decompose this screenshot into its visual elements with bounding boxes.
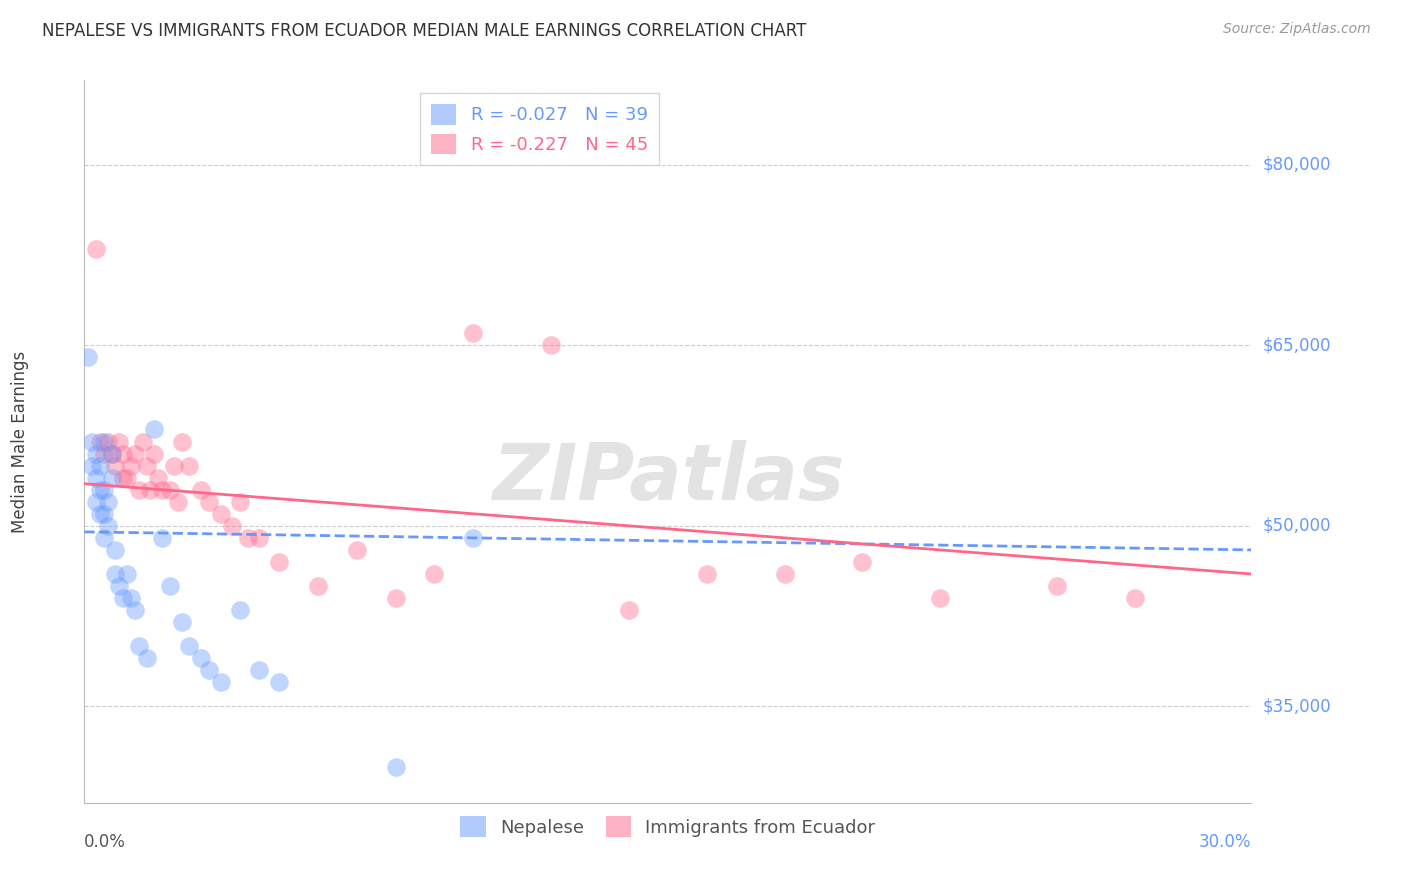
Point xyxy=(423,567,446,582)
Point xyxy=(170,434,193,449)
Point xyxy=(346,542,368,557)
Point xyxy=(100,446,122,460)
Point xyxy=(112,591,135,606)
Point xyxy=(104,458,127,473)
Point xyxy=(179,639,201,653)
Point xyxy=(93,483,115,497)
Point xyxy=(190,483,212,497)
Point xyxy=(170,615,193,630)
Text: ZIPatlas: ZIPatlas xyxy=(492,440,844,516)
Point xyxy=(384,591,406,606)
Point xyxy=(89,434,111,449)
Point xyxy=(236,531,259,545)
Point xyxy=(97,434,120,449)
Point xyxy=(82,458,104,473)
Point xyxy=(540,338,562,352)
Point xyxy=(120,591,142,606)
Point xyxy=(135,651,157,665)
Point xyxy=(89,507,111,521)
Point xyxy=(108,579,131,593)
Point xyxy=(249,664,271,678)
Point xyxy=(1123,591,1146,606)
Text: NEPALESE VS IMMIGRANTS FROM ECUADOR MEDIAN MALE EARNINGS CORRELATION CHART: NEPALESE VS IMMIGRANTS FROM ECUADOR MEDI… xyxy=(42,22,807,40)
Point xyxy=(93,446,115,460)
Point xyxy=(143,446,166,460)
Text: Median Male Earnings: Median Male Earnings xyxy=(11,351,30,533)
Point xyxy=(851,555,873,569)
Point xyxy=(108,434,131,449)
Point xyxy=(84,242,107,256)
Point xyxy=(229,603,252,617)
Point xyxy=(143,422,166,436)
Point xyxy=(124,446,146,460)
Point xyxy=(150,531,173,545)
Point xyxy=(139,483,162,497)
Point xyxy=(1046,579,1069,593)
Text: $50,000: $50,000 xyxy=(1263,516,1331,535)
Point xyxy=(77,350,100,364)
Point xyxy=(148,470,170,484)
Point xyxy=(209,675,232,690)
Point xyxy=(166,494,188,508)
Point xyxy=(384,760,406,774)
Point xyxy=(463,326,485,340)
Point xyxy=(159,579,181,593)
Point xyxy=(135,458,157,473)
Point xyxy=(93,507,115,521)
Text: 30.0%: 30.0% xyxy=(1199,833,1251,851)
Point xyxy=(221,518,243,533)
Point xyxy=(128,639,150,653)
Point xyxy=(150,483,173,497)
Point xyxy=(209,507,232,521)
Point xyxy=(89,458,111,473)
Point xyxy=(82,434,104,449)
Point xyxy=(163,458,186,473)
Point xyxy=(84,446,107,460)
Point xyxy=(112,470,135,484)
Point xyxy=(84,470,107,484)
Point xyxy=(617,603,640,617)
Point xyxy=(159,483,181,497)
Text: $65,000: $65,000 xyxy=(1263,336,1331,354)
Point xyxy=(115,470,138,484)
Point xyxy=(97,518,120,533)
Point xyxy=(307,579,329,593)
Point xyxy=(267,675,290,690)
Point xyxy=(229,494,252,508)
Point xyxy=(93,531,115,545)
Point xyxy=(93,434,115,449)
Point xyxy=(124,603,146,617)
Point xyxy=(696,567,718,582)
Text: $80,000: $80,000 xyxy=(1263,155,1331,174)
Legend: Nepalese, Immigrants from Ecuador: Nepalese, Immigrants from Ecuador xyxy=(453,809,883,845)
Point xyxy=(115,567,138,582)
Point xyxy=(97,494,120,508)
Point xyxy=(198,664,221,678)
Point xyxy=(104,567,127,582)
Point xyxy=(929,591,952,606)
Text: Source: ZipAtlas.com: Source: ZipAtlas.com xyxy=(1223,22,1371,37)
Point xyxy=(100,470,122,484)
Point xyxy=(112,446,135,460)
Point xyxy=(132,434,155,449)
Text: $35,000: $35,000 xyxy=(1263,698,1331,715)
Point xyxy=(89,483,111,497)
Point xyxy=(198,494,221,508)
Point xyxy=(773,567,796,582)
Point xyxy=(104,542,127,557)
Text: 0.0%: 0.0% xyxy=(84,833,127,851)
Point xyxy=(100,446,122,460)
Point xyxy=(190,651,212,665)
Point xyxy=(267,555,290,569)
Point xyxy=(463,531,485,545)
Point xyxy=(84,494,107,508)
Point xyxy=(179,458,201,473)
Point xyxy=(249,531,271,545)
Point xyxy=(128,483,150,497)
Point xyxy=(120,458,142,473)
